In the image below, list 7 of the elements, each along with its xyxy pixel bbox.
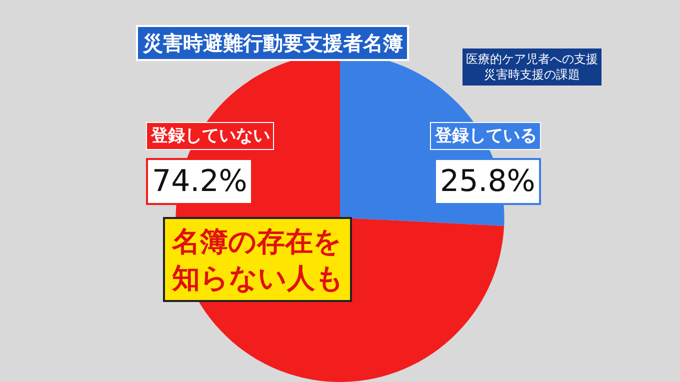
- slice-label: 登録していない: [150, 126, 270, 146]
- chart-subtitle: 医療的ケア児者への支援災害時支援の課題: [466, 52, 598, 82]
- chart-title: 災害時避難行動要支援者名簿: [142, 31, 403, 55]
- data-label: 25.8%: [440, 164, 536, 199]
- slice-label: 登録している: [434, 126, 537, 146]
- data-label: 74.2%: [152, 164, 248, 199]
- text: 名簿の存在を知らない人も: [171, 225, 344, 294]
